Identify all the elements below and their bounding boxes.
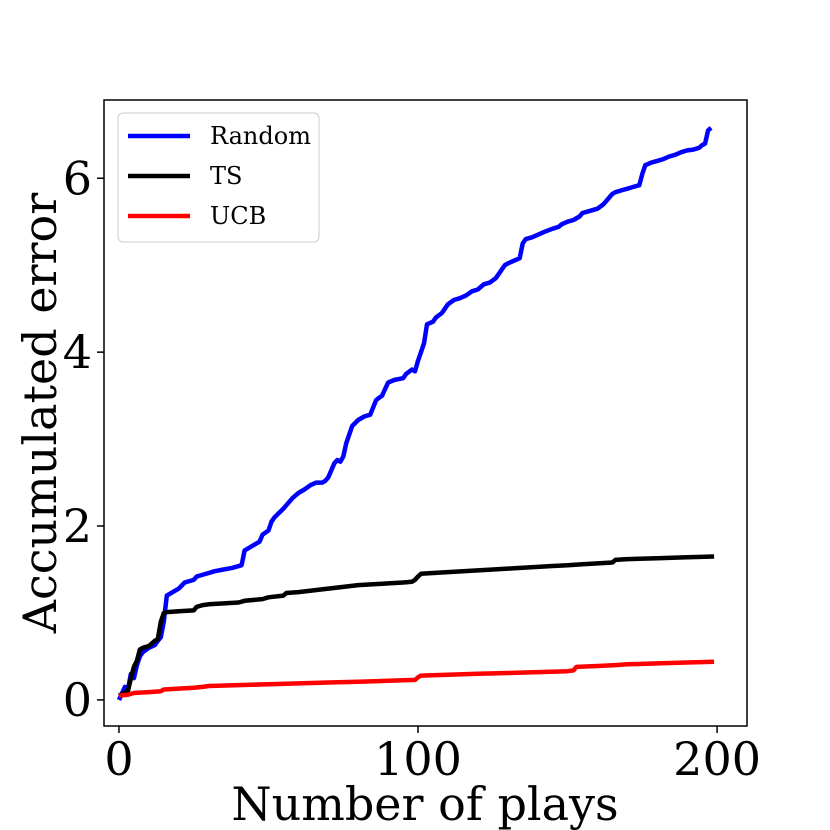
series-line-random [116,126,713,701]
y-tick-label: 4 [63,325,92,379]
x-tick-label: 100 [374,732,462,786]
legend-label-random: Random [210,122,311,150]
legend: Random TS UCB [117,112,320,243]
series-line-ts [118,554,715,698]
legend-label-ucb: UCB [210,202,266,230]
legend-box [117,112,320,243]
x-tick-label: 200 [673,732,761,786]
x-axis-title: Number of plays [231,777,618,830]
plot-frame [103,99,748,727]
tick-layer: 0 100 200 0 2 4 6 [63,151,761,786]
y-tick-label: 0 [63,673,92,727]
series-line-ucb [118,659,715,698]
y-axis-title: Accumulated error [13,193,67,634]
series-layer [116,126,715,701]
legend-label-ts: TS [210,162,242,190]
x-tick-label: 0 [104,732,133,786]
y-tick-label: 6 [63,151,92,205]
y-tick-label: 2 [63,499,92,553]
